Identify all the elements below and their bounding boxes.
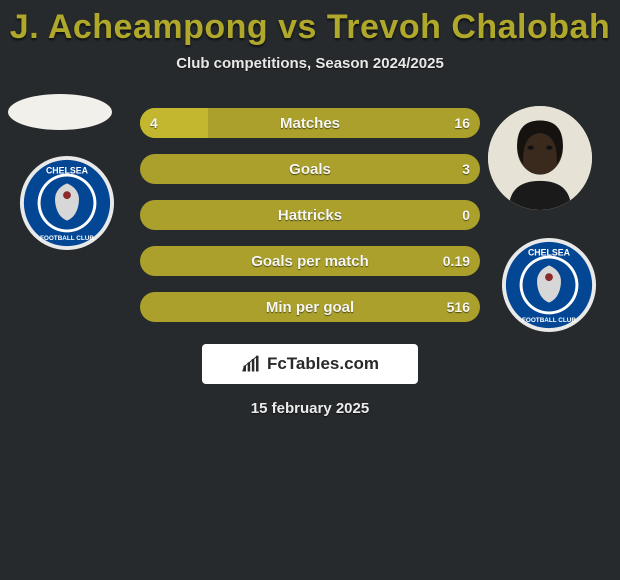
player-right-avatar: [488, 106, 592, 210]
stat-label: Goals: [289, 161, 331, 178]
stat-bar: Hattricks 0: [140, 200, 480, 230]
chelsea-badge-icon: CHELSEA FOOTBALL CLUB: [500, 236, 598, 334]
stat-bar: Min per goal 516: [140, 292, 480, 322]
club-badge-right: CHELSEA FOOTBALL CLUB: [500, 236, 598, 334]
player-right-portrait-icon: [488, 106, 592, 210]
brand-badge: FcTables.com: [202, 344, 418, 384]
bar-chart-icon: [241, 354, 261, 374]
svg-text:CHELSEA: CHELSEA: [46, 166, 89, 176]
stat-label: Goals per match: [251, 253, 369, 270]
stat-right-value: 0: [462, 207, 470, 223]
stat-bar: 4 Matches 16: [140, 108, 480, 138]
date-text: 15 february 2025: [0, 400, 620, 417]
brand-text: FcTables.com: [267, 354, 379, 374]
svg-text:CHELSEA: CHELSEA: [528, 248, 571, 258]
comparison-panel: CHELSEA FOOTBALL CLUB CHELSEA FOOTBALL C…: [0, 100, 620, 417]
stat-label: Min per goal: [266, 299, 354, 316]
page-subtitle: Club competitions, Season 2024/2025: [0, 55, 620, 72]
stat-right-value: 0.19: [443, 253, 470, 269]
svg-text:FOOTBALL CLUB: FOOTBALL CLUB: [40, 235, 94, 242]
stat-right-value: 16: [454, 115, 470, 131]
stat-bars: 4 Matches 16 Goals 3 Hattricks 0 Goals per matc…: [140, 100, 480, 322]
chelsea-badge-icon: CHELSEA FOOTBALL CLUB: [18, 154, 116, 252]
stat-label: Matches: [280, 115, 340, 132]
stat-bar: Goals 3: [140, 154, 480, 184]
stat-bar: Goals per match 0.19: [140, 246, 480, 276]
stat-label: Hattricks: [278, 207, 342, 224]
club-badge-left: CHELSEA FOOTBALL CLUB: [18, 154, 116, 252]
player-left-avatar: [8, 94, 112, 130]
svg-text:FOOTBALL CLUB: FOOTBALL CLUB: [522, 317, 576, 324]
stat-left-value: 4: [150, 115, 158, 131]
stat-right-value: 3: [462, 161, 470, 177]
stat-right-value: 516: [447, 299, 470, 315]
page-title: J. Acheampong vs Trevoh Chalobah: [0, 0, 620, 47]
